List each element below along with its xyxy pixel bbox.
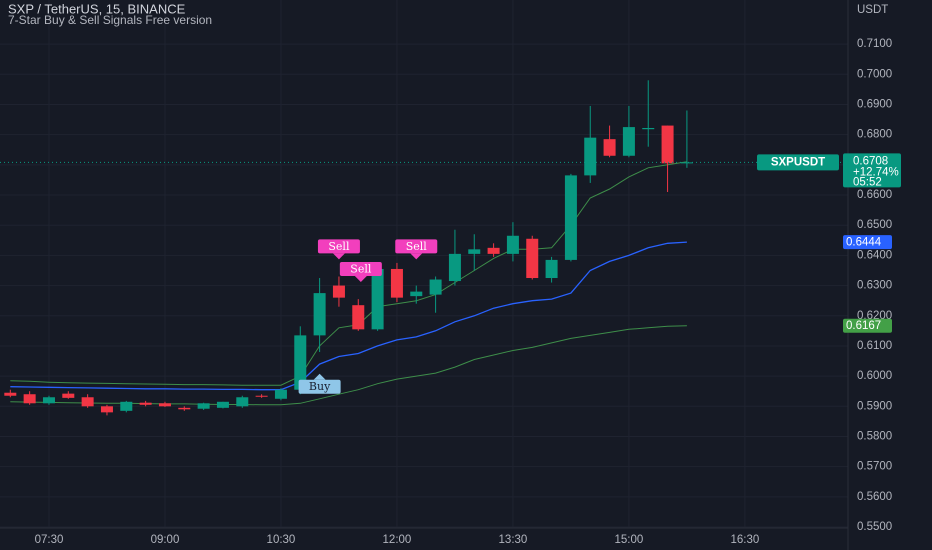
candle-body: [506, 235, 519, 254]
candle-body: [81, 397, 94, 407]
x-tick-label: 13:30: [499, 534, 528, 546]
signal-box: [339, 261, 382, 276]
signal: Buy: [298, 373, 341, 394]
signal-label: Sell: [350, 262, 372, 275]
x-tick-label: 12:00: [383, 534, 412, 546]
candle-body: [564, 175, 577, 260]
y-tick-label: 0.7000: [857, 68, 892, 80]
candle-body: [294, 335, 307, 390]
y-tick-label: 0.6400: [857, 249, 892, 261]
candle-body: [139, 402, 152, 405]
y-tick-label: 0.5500: [857, 521, 892, 533]
signal-label: Sell: [406, 240, 428, 253]
candle-body: [158, 403, 171, 407]
y-tick-label: 0.5600: [857, 491, 892, 503]
y-tick-label: 0.6900: [857, 98, 892, 110]
signal-box: [317, 239, 360, 254]
y-tick-label: 0.6300: [857, 280, 892, 292]
x-tick-label: 10:30: [267, 534, 296, 546]
x-tick-label: 15:00: [615, 534, 644, 546]
symbol-tag: [757, 154, 839, 171]
candle-body: [4, 392, 17, 396]
candle-body: [23, 394, 36, 404]
candle-body: [584, 137, 597, 176]
candle-body: [661, 125, 674, 164]
x-tick-label: 09:00: [151, 534, 180, 546]
countdown-label: 05:52: [853, 176, 882, 188]
candle-body: [429, 279, 442, 295]
x-tick-label: 16:30: [731, 534, 760, 546]
candle-body: [274, 389, 287, 399]
candle-body: [332, 285, 345, 298]
signal-box: [298, 379, 341, 394]
chart-subtitle: 7-Star Buy & Sell Signals Free version: [8, 13, 212, 27]
signal: Sell: [339, 261, 382, 282]
signal-pointer: [332, 253, 345, 260]
candle-body: [371, 268, 384, 330]
candle-body: [526, 238, 539, 279]
candle-body: [313, 293, 326, 336]
candle-body: [42, 397, 55, 404]
signal: Sell: [395, 239, 438, 260]
y-tick-label: 0.6000: [857, 370, 892, 382]
candle-body: [216, 401, 229, 408]
signal-label: Sell: [328, 240, 350, 253]
price-tag: [843, 153, 901, 188]
currency-label: USDT: [857, 4, 888, 16]
signal-box: [395, 239, 438, 254]
candle-body: [352, 305, 365, 330]
candle-body: [120, 401, 133, 411]
candle-body: [255, 395, 268, 397]
price-tag-label: 0.6708: [853, 155, 888, 167]
candle-body: [100, 406, 113, 413]
candle-body: [178, 407, 191, 410]
y-tick-label: 0.6100: [857, 340, 892, 352]
price-tag-label: 0.6167: [846, 320, 881, 332]
indicator-line: [10, 241, 687, 391]
axes: 0.5500 0.5600 0.5700 0.5800 0.5900 0.6000 0.61…: [35, 38, 901, 546]
y-tick-label: 0.5800: [857, 431, 892, 443]
candle-body: [680, 162, 693, 164]
signal: Sell: [317, 239, 360, 260]
candle-body: [468, 249, 481, 254]
grid: [0, 0, 848, 528]
y-tick-label: 0.6800: [857, 129, 892, 141]
candle-body: [197, 403, 210, 409]
signal-pointer: [410, 253, 423, 260]
candle-body: [545, 259, 558, 279]
y-tick-label: 0.7100: [857, 38, 892, 50]
candle-body: [236, 397, 249, 407]
price-tag: [843, 318, 892, 333]
price-tag-label: 0.6444: [846, 237, 882, 249]
price-tag: [843, 235, 892, 250]
candle-body: [622, 127, 635, 156]
change-label: +12.74%: [853, 166, 899, 178]
y-tick-label: 0.6600: [857, 189, 892, 201]
candle-body: [487, 247, 500, 254]
x-tick-label: 07:30: [35, 534, 64, 546]
y-tick-label: 0.5700: [857, 461, 892, 473]
y-tick-label: 0.6500: [857, 219, 892, 231]
symbol-tag-label: SXPUSDT: [771, 156, 825, 168]
candle-body: [603, 139, 616, 156]
candle-body: [448, 253, 461, 282]
chart-title: SXP / TetherUS, 15, BINANCE: [8, 1, 186, 16]
signal-label: Buy: [309, 380, 331, 393]
candle-body: [390, 268, 403, 298]
y-tick-label: 0.5900: [857, 400, 892, 412]
signal-pointer: [354, 275, 367, 282]
signal-pointer: [313, 373, 326, 380]
candle-body: [62, 393, 75, 398]
candle-body: [642, 127, 655, 130]
candle-body: [410, 291, 423, 297]
